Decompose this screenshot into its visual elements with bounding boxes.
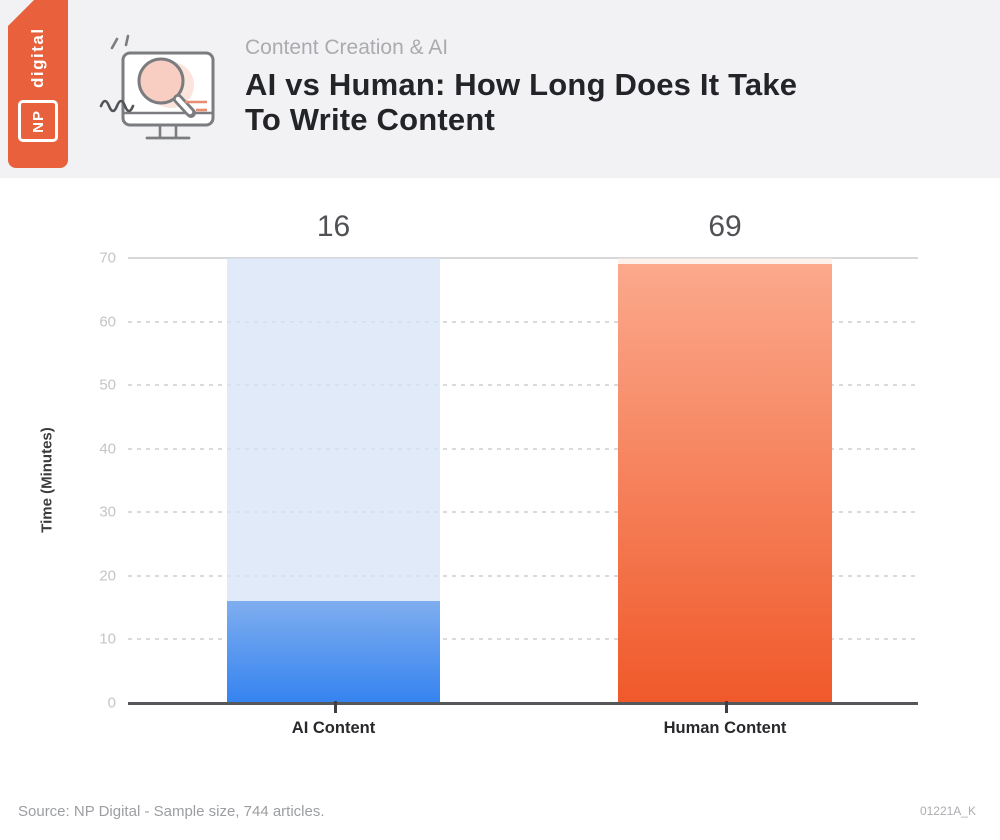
bar-value-label-ai: 16 <box>316 210 351 243</box>
header: digital NP Content Creation <box>0 0 1000 178</box>
page-title-line2: To Write Content <box>245 102 496 138</box>
x-category-label-ai: AI Content <box>291 719 376 737</box>
np-digital-logo: digital NP <box>8 0 68 168</box>
reference-code: 01221A_K <box>919 804 976 818</box>
logo-np-text: NP <box>29 109 47 133</box>
bar-group-ai-content: 16 AI Content <box>227 210 440 737</box>
y-tick-label-40: 40 <box>99 440 116 458</box>
y-tick-label-20: 20 <box>99 567 116 585</box>
y-axis-title: Time (Minutes) <box>38 427 56 533</box>
gridline-50 <box>128 384 918 387</box>
category-label: Content Creation & AI <box>245 36 449 59</box>
y-tick-label-10: 10 <box>99 630 116 648</box>
x-category-label-human: Human Content <box>663 719 787 737</box>
bar-fill-human <box>618 264 832 703</box>
x-axis-line <box>128 702 918 705</box>
bar-group-human-content: 69 Human Content <box>618 210 832 737</box>
bar-value-label-human: 69 <box>708 210 742 243</box>
page-title: AI vs Human: How Long Does It Take To Wr… <box>245 67 797 137</box>
x-axis-tick-ai <box>333 701 337 713</box>
gridline-30 <box>128 511 918 514</box>
monitor-magnifier-icon <box>97 27 222 150</box>
source-note: Source: NP Digital - Sample size, 744 ar… <box>18 803 325 820</box>
logo-np-box: NP <box>18 100 58 142</box>
gridline-70 <box>128 257 918 259</box>
y-tick-label-60: 60 <box>99 313 116 331</box>
page-title-line1: AI vs Human: How Long Does It Take <box>245 67 798 102</box>
gridline-40 <box>128 447 918 450</box>
header-text-block: Content Creation & AI AI vs Human: How L… <box>245 36 797 137</box>
y-tick-label-50: 50 <box>99 376 116 394</box>
gridline-20 <box>128 574 918 577</box>
logo-digital-text: digital <box>28 27 47 89</box>
bar-chart-plot-area: 16 AI Content 69 Human Content 0 10 20 30 40… <box>99 210 918 737</box>
y-tick-label-30: 30 <box>99 503 116 521</box>
x-axis-tick-human <box>725 701 728 713</box>
y-tick-label-0: 0 <box>107 694 116 712</box>
bar-fill-ai <box>227 601 440 703</box>
gridline-60 <box>128 320 918 323</box>
gridline-10 <box>128 638 918 641</box>
y-tick-label-70: 70 <box>99 249 116 267</box>
